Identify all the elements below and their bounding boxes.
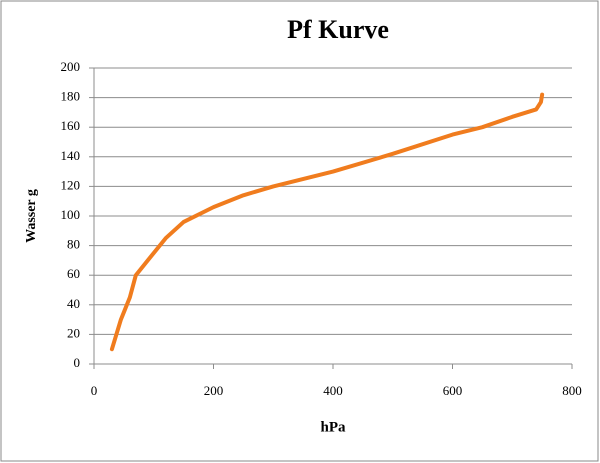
x-tick-label: 400: [323, 383, 343, 398]
y-tick-label: 20: [67, 325, 80, 340]
y-tick-label: 100: [61, 207, 81, 222]
x-tick-label: 0: [91, 383, 98, 398]
chart-title: Pf Kurve: [287, 15, 389, 44]
x-tick-label: 200: [204, 383, 224, 398]
y-tick-label: 120: [61, 177, 81, 192]
y-tick-label: 200: [61, 59, 81, 74]
y-tick-label: 180: [61, 89, 81, 104]
x-tick-label: 800: [562, 383, 582, 398]
y-tick-label: 40: [67, 296, 80, 311]
y-tick-label: 60: [67, 266, 80, 281]
y-axis-label: Wasser g: [24, 189, 39, 243]
y-tick-label: 160: [61, 118, 81, 133]
y-tick-label: 0: [74, 355, 81, 370]
y-tick-label: 140: [61, 148, 81, 163]
x-tick-label: 600: [443, 383, 463, 398]
data-line: [109, 92, 545, 352]
y-tick-label: 80: [67, 237, 80, 252]
x-axis-label: hPa: [320, 419, 346, 435]
